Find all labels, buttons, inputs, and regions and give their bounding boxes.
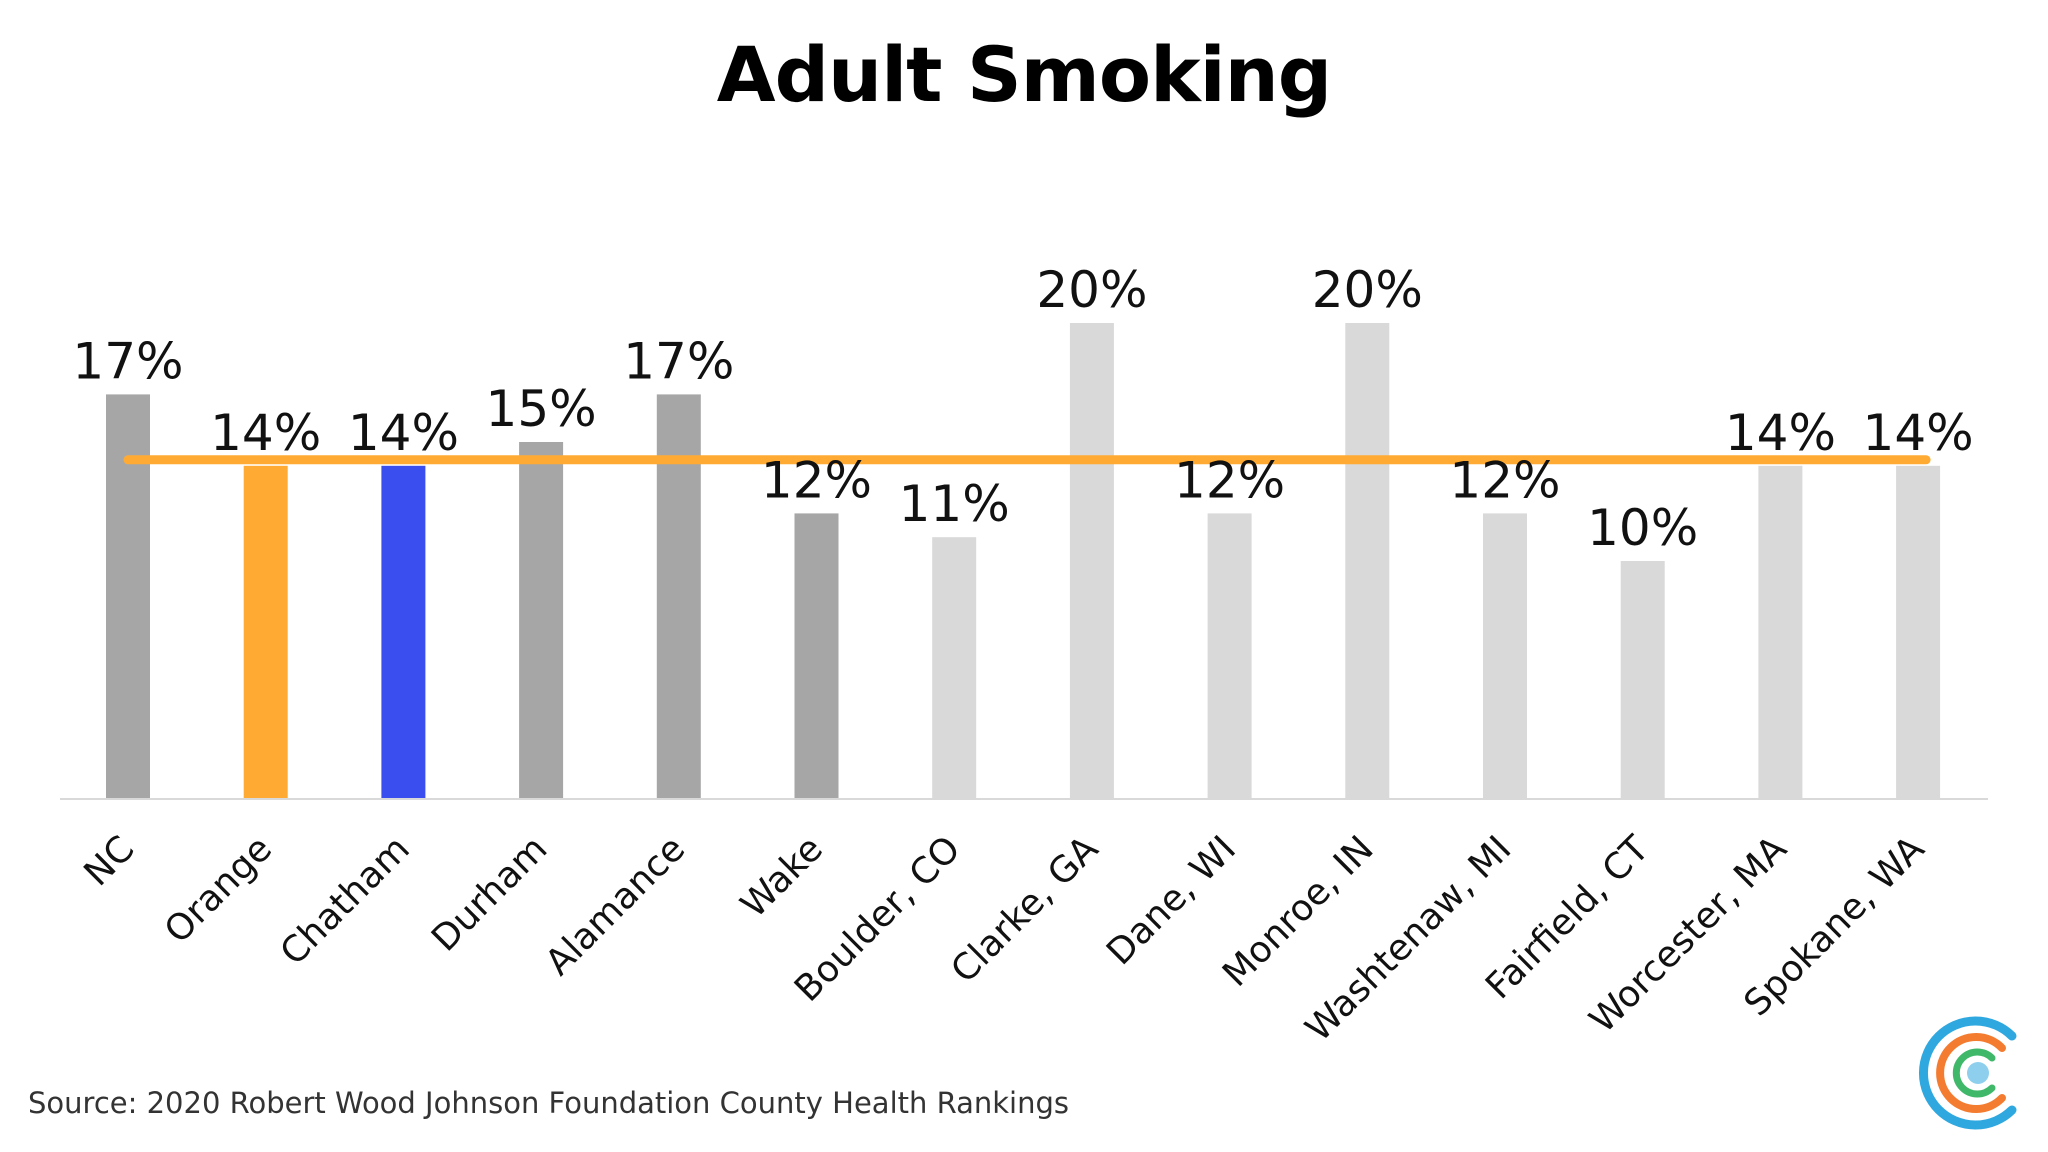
logo-icon xyxy=(1919,1016,2017,1130)
value-label-11: 10% xyxy=(1587,499,1698,557)
logo-middle-arc xyxy=(1936,1033,2006,1113)
chart-title: Adult Smoking xyxy=(716,30,1332,119)
bar-4 xyxy=(656,394,701,799)
bar-2 xyxy=(381,465,426,799)
value-label-1: 14% xyxy=(210,404,321,462)
category-label-2: Chatham xyxy=(273,828,418,973)
value-label-13: 14% xyxy=(1863,404,1974,462)
category-label-1: Orange xyxy=(157,828,280,951)
value-label-6: 11% xyxy=(899,475,1010,533)
bar-7 xyxy=(1069,323,1114,799)
value-label-9: 20% xyxy=(1312,261,1423,319)
bar-11 xyxy=(1620,561,1665,799)
value-label-2: 14% xyxy=(348,404,459,462)
bar-13 xyxy=(1896,465,1941,799)
bar-10 xyxy=(1483,513,1527,799)
bar-0 xyxy=(106,394,150,799)
category-label-7: Clarke, GA xyxy=(944,828,1107,991)
value-label-4: 17% xyxy=(623,332,734,390)
value-label-8: 12% xyxy=(1174,451,1285,509)
value-labels-layer: 17% 14% 14% 15% 17% 12% 11% 20% 12% 20% 12% 10% 14% 1… xyxy=(72,261,1973,557)
value-label-7: 20% xyxy=(1036,261,1147,319)
category-label-5: Wake xyxy=(733,828,831,926)
bar-12 xyxy=(1758,465,1803,799)
logo-inner-arc xyxy=(1952,1048,1996,1098)
bar-1 xyxy=(243,465,288,799)
bar-8 xyxy=(1207,513,1252,799)
bar-5 xyxy=(794,513,839,799)
category-label-3: Durham xyxy=(424,828,555,959)
logo-center-dot xyxy=(1967,1062,1989,1084)
value-label-10: 12% xyxy=(1449,451,1560,509)
bar-6 xyxy=(932,537,977,799)
value-label-3: 15% xyxy=(486,380,597,438)
value-label-5: 12% xyxy=(761,451,872,509)
value-label-12: 14% xyxy=(1725,404,1836,462)
value-label-0: 17% xyxy=(72,332,183,390)
bar-9 xyxy=(1345,323,1390,799)
bar-3 xyxy=(519,442,564,799)
logo-outer-arc xyxy=(1919,1016,2017,1130)
bars-layer xyxy=(106,323,1941,799)
category-label-0: NC xyxy=(77,828,143,894)
category-label-4: Alamance xyxy=(538,828,693,983)
source-note: Source: 2020 Robert Wood Johnson Foundat… xyxy=(28,1086,1070,1120)
category-label-8: Dane, WI xyxy=(1099,828,1244,973)
